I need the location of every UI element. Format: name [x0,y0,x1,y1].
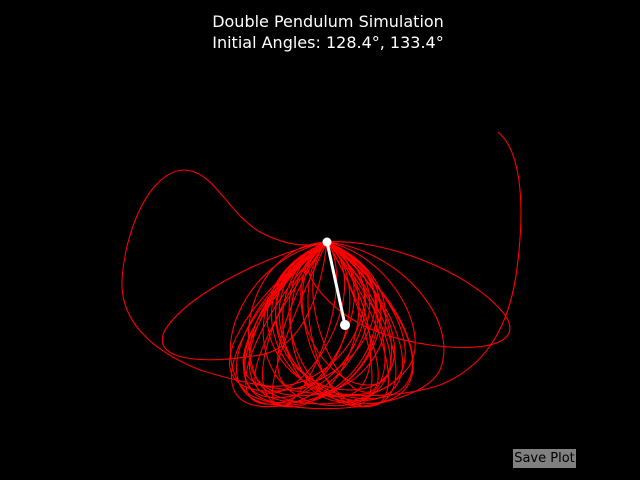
pendulum-rod-2 [325,241,347,326]
end-bob [340,320,350,330]
title-line-2: Initial Angles: 128.4°, 133.4° [212,33,444,52]
title-line-1: Double Pendulum Simulation [212,12,444,31]
pendulum-trace [121,131,522,410]
save-plot-button[interactable]: Save Plot [513,449,576,468]
plot-title: Double Pendulum Simulation Initial Angle… [0,11,640,53]
pivot-bob [322,237,332,247]
